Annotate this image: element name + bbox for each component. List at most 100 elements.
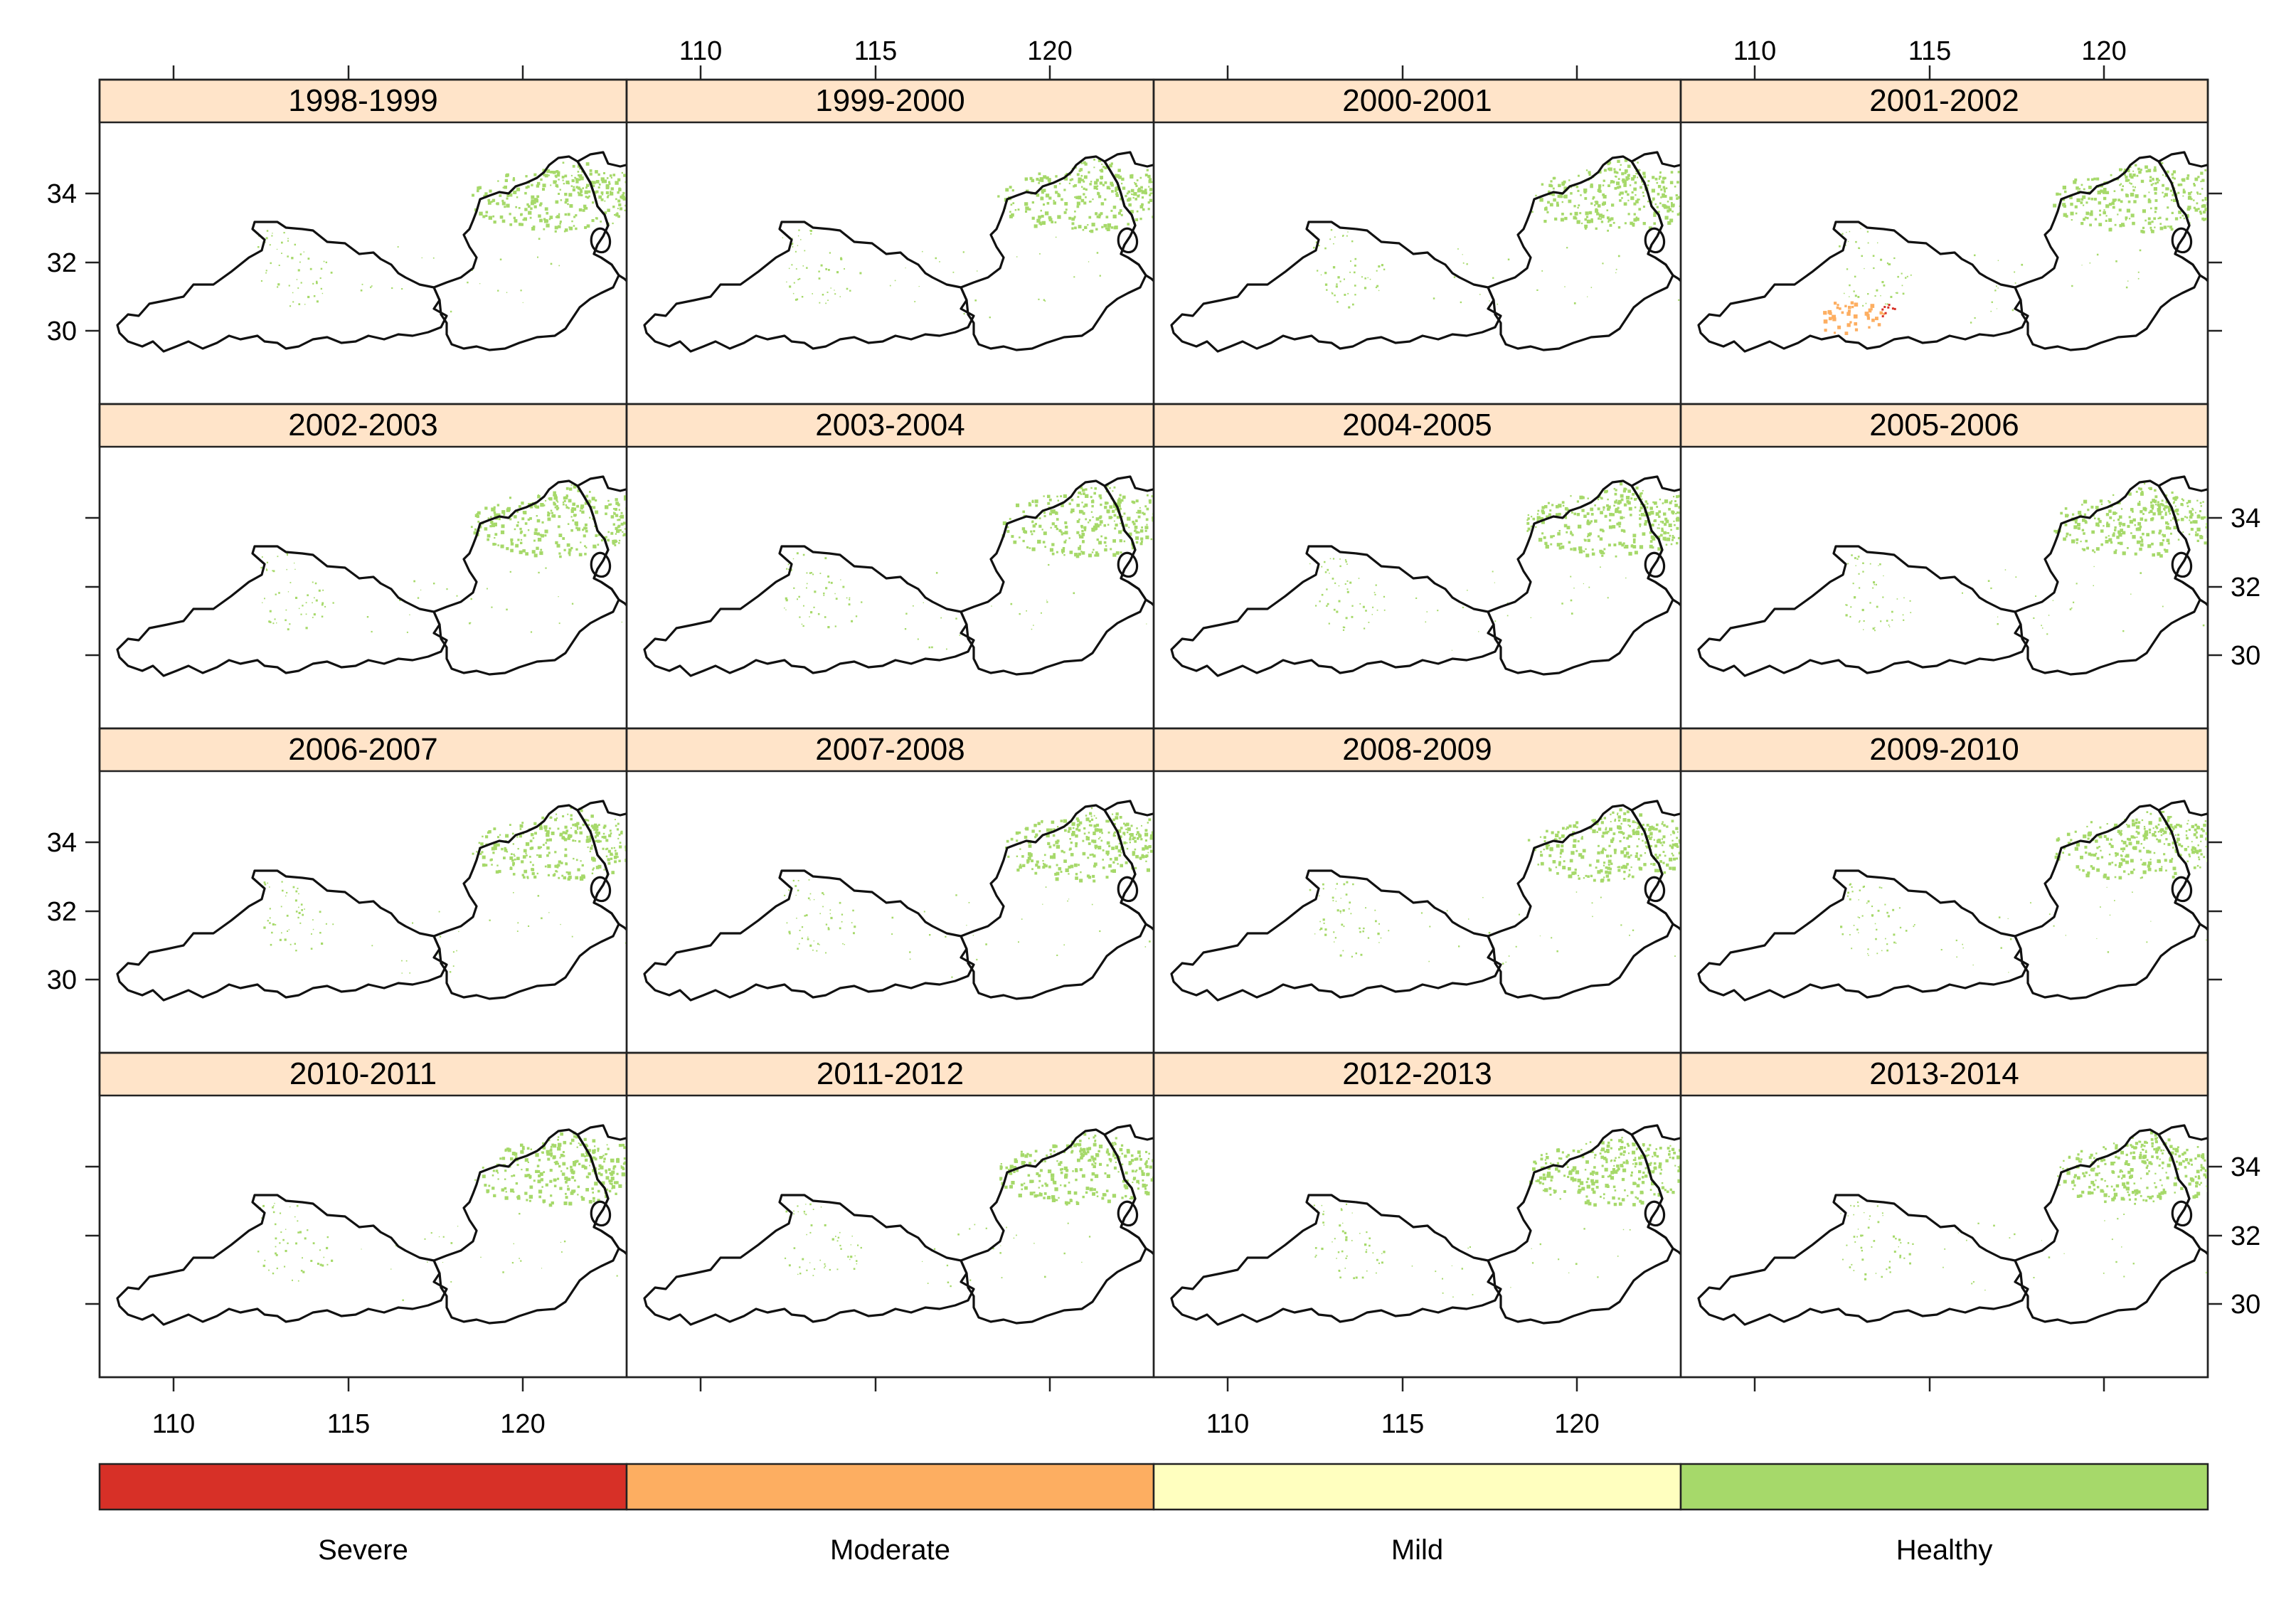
wheat-pixels-healthy [785, 1132, 1153, 1288]
tick-label: 30 [47, 965, 77, 995]
wheat-pixels-healthy [260, 484, 626, 633]
panel-title: 1998-1999 [288, 83, 437, 118]
tick-label: 32 [47, 248, 77, 278]
panel-title: 2004-2005 [1342, 408, 1492, 442]
legend-swatch-moderate [625, 1463, 1155, 1511]
panel-2011-2012: 2011-2012 [625, 1051, 1155, 1379]
panel-title: 2013-2014 [1869, 1056, 2019, 1091]
legend-swatch-healthy [1679, 1463, 2209, 1511]
panel-border [1679, 403, 2209, 730]
panel-2010-2011: 2010-2011 [98, 1051, 628, 1379]
panel-1999-2000: 1999-2000 [625, 78, 1155, 405]
wheat-pixels-healthy [782, 159, 1153, 319]
panel-2012-2013: 2012-2013 [1152, 1051, 1682, 1379]
panel-border [1679, 78, 2209, 405]
panel-border [1679, 727, 2209, 1054]
panel-title: 2002-2003 [288, 408, 437, 442]
province-outline [643, 151, 1153, 353]
tick-label: 110 [152, 1409, 196, 1439]
province-outline [1697, 151, 2207, 353]
legend-label-mild: Mild [1391, 1534, 1443, 1566]
wheat-pixels-healthy [262, 807, 626, 974]
panel-border [1152, 403, 1682, 730]
map [116, 1124, 626, 1326]
province-outline [643, 800, 1153, 1002]
tick-label: 34 [47, 179, 77, 209]
wheat-pixels-healthy [1309, 482, 1680, 651]
panel-2003-2004: 2003-2004 [625, 403, 1155, 730]
panel-strip [98, 727, 628, 773]
tick-label: 115 [1908, 36, 1952, 66]
map [643, 1124, 1153, 1326]
map [643, 800, 1153, 1002]
panel-2001-2002: 2001-2002 [1679, 78, 2209, 405]
panel-title: 2001-2002 [1869, 83, 2019, 118]
province-outline [1697, 800, 2207, 1002]
panel-strip [1679, 1051, 2209, 1097]
tick-label: 110 [679, 36, 723, 66]
panel-2008-2009: 2008-2009 [1152, 727, 1682, 1054]
tick-label: 34 [2231, 504, 2260, 534]
wheat-pixels-healthy [257, 1131, 626, 1301]
tick-label: 34 [47, 828, 77, 858]
panel-2002-2003: 2002-2003 [98, 403, 628, 730]
panel-strip [625, 403, 1155, 448]
province-outline [1697, 475, 2207, 677]
panel-title: 2010-2011 [289, 1056, 437, 1091]
tick-label: 32 [47, 897, 77, 927]
panel-title: 2005-2006 [1869, 408, 2019, 442]
wheat-pixels-moderate [1823, 301, 1896, 335]
panel-title: 2000-2001 [1342, 83, 1492, 118]
wheat-pixels-healthy [1313, 1131, 1680, 1298]
panel-strip [625, 1051, 1155, 1097]
panel-title: 2006-2007 [288, 732, 437, 767]
map [1697, 800, 2207, 1002]
panel-border [98, 727, 628, 1054]
panel-title: 2007-2008 [815, 732, 964, 767]
panel-2013-2014: 2013-2014 [1679, 1051, 2209, 1379]
tick-label: 110 [1206, 1409, 1250, 1439]
wheat-pixels-healthy [1841, 482, 2207, 635]
map [643, 475, 1153, 677]
legend-label-healthy: Healthy [1896, 1534, 1993, 1566]
tick-label: 30 [2231, 641, 2260, 671]
province-outline [116, 151, 626, 353]
panel-border [1152, 727, 1682, 1054]
tick-label: 115 [1381, 1409, 1425, 1439]
panel-2005-2006: 2005-2006 [1679, 403, 2209, 730]
panel-2000-2001: 2000-2001 [1152, 78, 1682, 405]
panel-border [98, 78, 628, 405]
province-outline [643, 1124, 1153, 1326]
panel-border [1152, 1051, 1682, 1379]
panel-title: 2011-2012 [817, 1056, 964, 1091]
province-outline [1697, 1124, 2207, 1326]
province-outline [116, 800, 626, 1002]
map [1170, 800, 1680, 1002]
panel-border [1679, 1051, 2209, 1379]
legend-swatch-mild [1152, 1463, 1682, 1511]
tick-label: 110 [1733, 36, 1777, 66]
tick-label: 32 [2231, 573, 2260, 603]
tick-label: 115 [854, 36, 898, 66]
panel-title: 2003-2004 [815, 408, 964, 442]
tick-label: 120 [1554, 1409, 1599, 1439]
province-outline [1170, 800, 1680, 1002]
wheat-pixels-healthy [1839, 161, 2207, 324]
panel-1998-1999: 1998-1999 [98, 78, 628, 405]
map [116, 151, 626, 353]
tick-label: 120 [2081, 36, 2126, 66]
panel-border [98, 1051, 628, 1379]
legend-swatch-severe [98, 1463, 628, 1511]
tick-label: 34 [2231, 1152, 2260, 1182]
panel-border [98, 403, 628, 730]
map [643, 151, 1153, 353]
map [1697, 475, 2207, 677]
map [1170, 1124, 1680, 1326]
legend-label-moderate: Moderate [830, 1534, 950, 1566]
panel-2006-2007: 2006-2007 [98, 727, 628, 1054]
map [1697, 151, 2207, 353]
tick-label: 120 [1027, 36, 1072, 66]
wheat-pixels-healthy [784, 484, 1153, 650]
province-outline [1170, 151, 1680, 353]
